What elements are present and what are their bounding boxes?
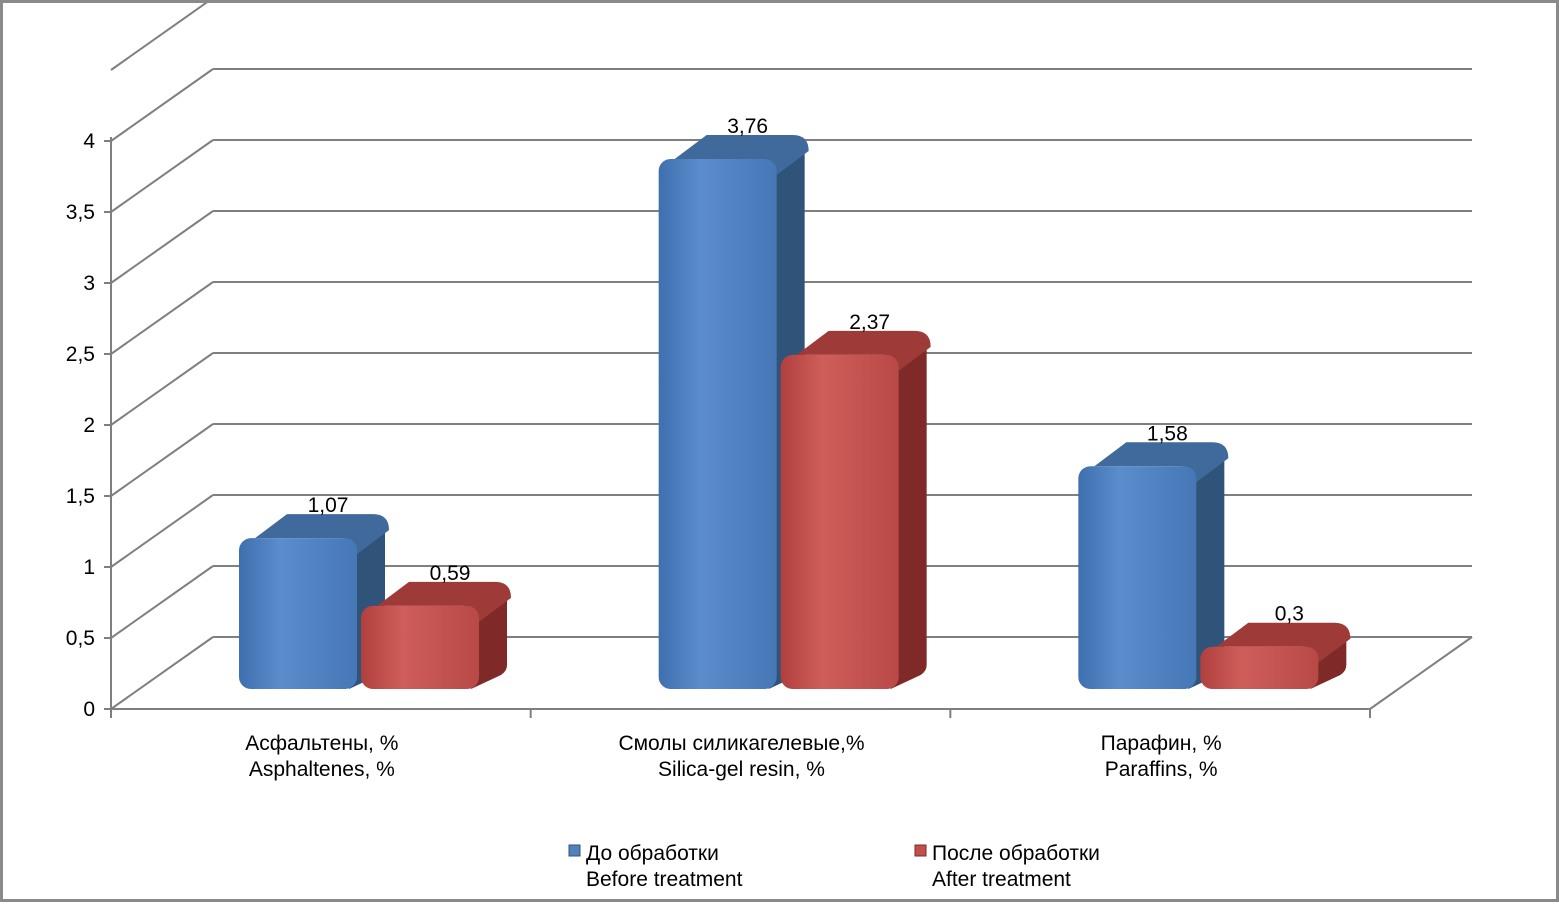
bar bbox=[361, 581, 511, 689]
side-wall-gridline bbox=[110, 210, 214, 284]
bar-front-face bbox=[1078, 466, 1197, 689]
bars bbox=[239, 135, 1351, 689]
side-wall-gridline bbox=[110, 494, 214, 568]
legend-swatch bbox=[568, 844, 581, 857]
category-labels: Асфальтены, % Asphaltenes, % Смолы силикаг… bbox=[245, 732, 1221, 781]
bar-front-face bbox=[361, 605, 479, 689]
bar-chart: 0 0,5 1 1,5 2 2,5 3 3,5 4 1,07 0,59 3,76 2,37 1,58 0,… bbox=[66, 0, 1473, 891]
bar-top-face bbox=[674, 135, 809, 175]
bar-top-face bbox=[1216, 622, 1351, 663]
y-tick-label: 4 bbox=[83, 130, 95, 153]
legend-label: Before treatment bbox=[586, 868, 743, 891]
legend-entry: До обработки Before treatment bbox=[568, 842, 743, 891]
legend: До обработки Before treatment После обрабо… bbox=[568, 842, 1100, 891]
data-label: 3,76 bbox=[727, 115, 768, 138]
y-tick-label: 0 bbox=[83, 698, 95, 721]
category-label: Смолы силикагелевые,% bbox=[618, 732, 864, 755]
category-label: Асфальтены, % bbox=[245, 732, 398, 755]
bar-side-face bbox=[1188, 448, 1225, 689]
axes: 0 0,5 1 1,5 2 2,5 3 3,5 4 bbox=[66, 130, 1473, 721]
bar bbox=[780, 330, 931, 689]
data-label: 2,37 bbox=[849, 311, 890, 334]
data-label: 0,59 bbox=[430, 562, 471, 585]
side-wall-gridline bbox=[110, 636, 214, 710]
data-label: 1,07 bbox=[308, 494, 349, 517]
y-tick-label: 1,5 bbox=[66, 485, 95, 508]
legend-label: До обработки bbox=[586, 842, 719, 865]
category-label: Silica-gel resin, % bbox=[658, 758, 825, 781]
side-wall-gridline bbox=[110, 565, 214, 639]
bar bbox=[1078, 442, 1229, 689]
floor-right-edge bbox=[1369, 636, 1473, 710]
y-tick-label: 1 bbox=[83, 556, 95, 579]
bar-front-face bbox=[1200, 646, 1319, 689]
data-label: 0,3 bbox=[1275, 603, 1304, 626]
bar bbox=[1200, 622, 1351, 689]
category-label: Paraffins, % bbox=[1105, 758, 1218, 781]
bar bbox=[239, 514, 389, 689]
side-wall-gridline bbox=[110, 139, 214, 213]
bar-front-face bbox=[658, 159, 777, 689]
y-tick-label: 2,5 bbox=[66, 343, 95, 366]
y-tick-label: 3,5 bbox=[66, 201, 95, 224]
bar-top-face bbox=[796, 330, 931, 371]
side-wall-gridline bbox=[110, 0, 212, 71]
side-wall-gridline bbox=[110, 352, 214, 426]
bar-top-face bbox=[1094, 442, 1229, 483]
category-label: Парафин, % bbox=[1101, 732, 1222, 755]
y-tick-label: 3 bbox=[83, 272, 95, 295]
bar-front-face bbox=[239, 538, 357, 689]
bar-front-face bbox=[780, 354, 899, 689]
category-label: Asphaltenes, % bbox=[249, 758, 395, 781]
side-wall-gridline bbox=[110, 423, 214, 497]
y-tick-label: 0,5 bbox=[66, 627, 95, 650]
legend-label: After treatment bbox=[932, 868, 1071, 891]
legend-label: После обработки bbox=[932, 842, 1100, 865]
legend-swatch bbox=[914, 844, 927, 857]
bar-side-face bbox=[890, 336, 927, 689]
side-wall-gridline bbox=[110, 281, 214, 355]
legend-entry: После обработки After treatment bbox=[914, 842, 1100, 891]
data-labels: 1,07 0,59 3,76 2,37 1,58 0,3 bbox=[308, 115, 1304, 626]
bar-top-face bbox=[255, 514, 389, 555]
side-wall-gridline bbox=[110, 68, 214, 142]
y-tick-label: 2 bbox=[83, 414, 95, 437]
data-label: 1,58 bbox=[1147, 422, 1188, 445]
bar-top-face bbox=[377, 581, 511, 622]
